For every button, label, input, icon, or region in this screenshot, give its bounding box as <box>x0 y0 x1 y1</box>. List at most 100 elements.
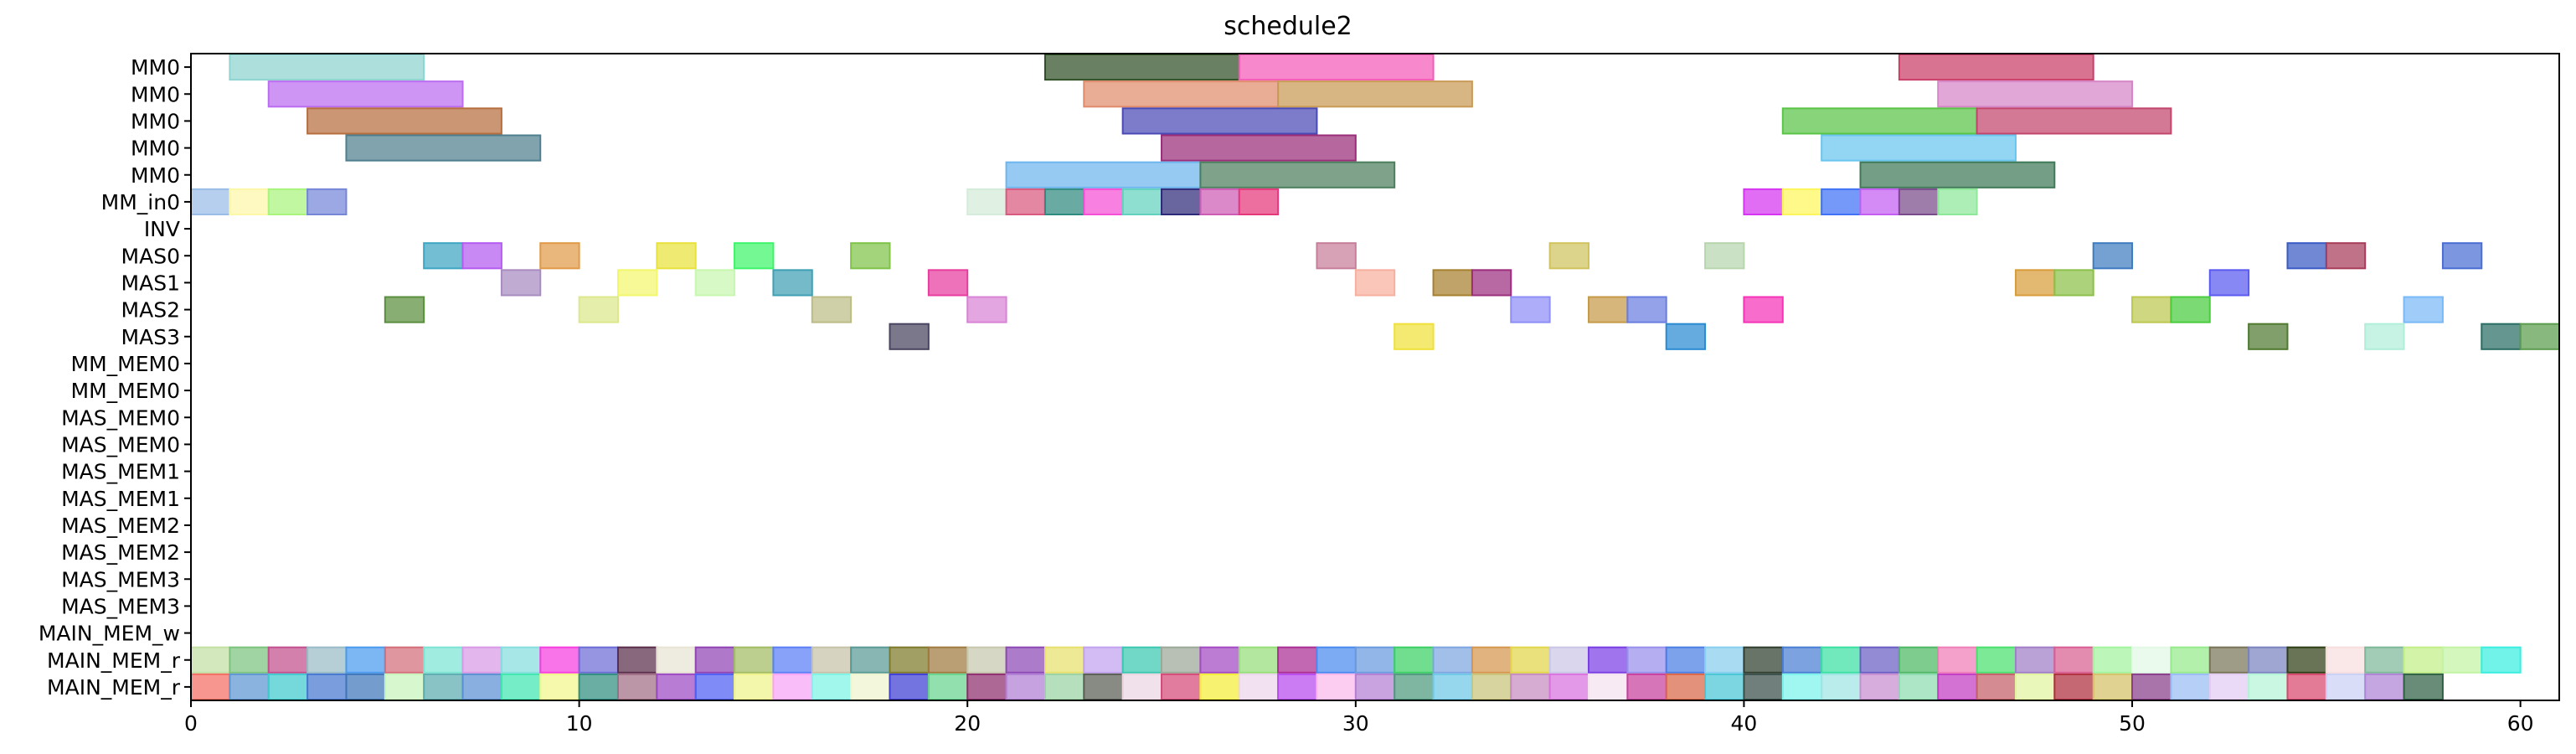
task-bar <box>1510 296 1551 323</box>
task-bar <box>1199 188 1240 215</box>
task-bar <box>2364 323 2405 350</box>
mem-cell <box>1937 646 1978 674</box>
mem-cell <box>2364 646 2405 674</box>
mem-cell <box>1821 673 1862 700</box>
task-bar <box>307 188 348 215</box>
task-bar <box>1898 54 2094 81</box>
mem-cell <box>1316 646 1357 674</box>
task-bar <box>1083 188 1124 215</box>
task-bar <box>423 242 464 270</box>
task-bar <box>1432 269 1473 297</box>
mem-cell <box>1005 646 1046 674</box>
mem-cell <box>461 673 502 700</box>
mem-cell <box>539 673 580 700</box>
task-bar <box>1238 54 1435 81</box>
y-tick-label: MM0 <box>131 109 180 133</box>
y-tick-label: MAS_MEM3 <box>61 567 180 591</box>
task-bar <box>345 134 542 162</box>
mem-cell <box>1161 673 1202 700</box>
task-bar <box>1394 323 1435 350</box>
y-tick-label: MAS_MEM3 <box>61 594 180 618</box>
y-tick-label: MM_in0 <box>101 190 180 214</box>
mem-cell <box>927 646 969 674</box>
y-tick-label: MM0 <box>131 137 180 161</box>
mem-cell <box>1510 646 1551 674</box>
mem-cell <box>539 646 580 674</box>
y-tick-label: MAS_MEM1 <box>61 460 180 484</box>
mem-cell <box>1510 673 1551 700</box>
mem-cell <box>384 673 425 700</box>
mem-cell <box>500 646 542 674</box>
mem-cell <box>1199 646 1240 674</box>
mem-cell <box>1548 673 1589 700</box>
task-bar <box>461 242 502 270</box>
y-tick-label: MM_MEM0 <box>71 352 180 376</box>
mem-cell <box>966 673 1007 700</box>
mem-cell <box>772 673 813 700</box>
task-bar <box>1199 161 1396 188</box>
task-bar <box>1354 269 1396 297</box>
mem-cell <box>2325 673 2367 700</box>
mem-cell <box>811 673 853 700</box>
x-axis: 0 10 20 30 40 50 60 <box>184 700 2534 736</box>
mem-cell <box>1277 646 1318 674</box>
mem-cell <box>500 673 542 700</box>
y-tick-label: MM0 <box>131 82 180 106</box>
task-bar <box>694 269 736 297</box>
mem-cell <box>229 646 270 674</box>
task-bar <box>2441 242 2483 270</box>
task-bar <box>616 269 658 297</box>
task-bar <box>850 242 891 270</box>
mem-cell <box>1898 673 1940 700</box>
task-bar <box>1471 269 1512 297</box>
task-bar <box>1548 242 1589 270</box>
task-bar <box>1277 80 1473 108</box>
task-bar <box>1937 80 2134 108</box>
x-tick-label: 10 <box>566 711 593 736</box>
task-bar <box>966 188 1007 215</box>
mem-cell <box>190 673 231 700</box>
mem-cell <box>2092 646 2134 674</box>
task-bar <box>811 296 853 323</box>
task-bar <box>2208 269 2250 297</box>
mem-cell <box>2208 646 2250 674</box>
mem-cell <box>2248 646 2289 674</box>
mem-cell <box>1277 673 1318 700</box>
mem-cell <box>694 673 736 700</box>
mem-cell <box>1859 646 1900 674</box>
task-bar <box>1937 188 1978 215</box>
task-bar <box>1821 188 1862 215</box>
y-tick-label: MAS_MEM0 <box>61 405 180 430</box>
mem-cell <box>1394 673 1435 700</box>
mem-cell <box>1238 673 1280 700</box>
y-tick-label: INV <box>144 217 180 241</box>
mem-cell <box>1354 673 1396 700</box>
task-bar <box>1821 134 2017 162</box>
mem-cell <box>423 673 464 700</box>
task-bar <box>2170 296 2211 323</box>
mem-cell <box>2364 673 2405 700</box>
task-bar <box>1161 134 1357 162</box>
y-tick-label: MAS_MEM0 <box>61 432 180 457</box>
task-bar <box>2131 296 2172 323</box>
task-bar <box>889 323 930 350</box>
mem-cell <box>1665 646 1707 674</box>
mem-cell <box>1432 646 1473 674</box>
mem-cell <box>811 646 853 674</box>
task-bar <box>2053 269 2094 297</box>
task-bar <box>1005 188 1046 215</box>
task-bar <box>1898 188 1940 215</box>
y-tick-label: MM0 <box>131 163 180 188</box>
mem-cell <box>2481 646 2522 674</box>
mem-cell <box>1743 673 1784 700</box>
task-bar <box>190 188 231 215</box>
task-bar <box>1161 188 1202 215</box>
task-bar <box>927 269 969 297</box>
task-bar <box>1743 188 1784 215</box>
task-bar <box>1587 296 1629 323</box>
mem-cell <box>1821 646 1862 674</box>
mem-cell <box>2248 673 2289 700</box>
mem-cell <box>694 646 736 674</box>
task-bar <box>1626 296 1667 323</box>
x-tick-label: 40 <box>1731 711 1758 736</box>
